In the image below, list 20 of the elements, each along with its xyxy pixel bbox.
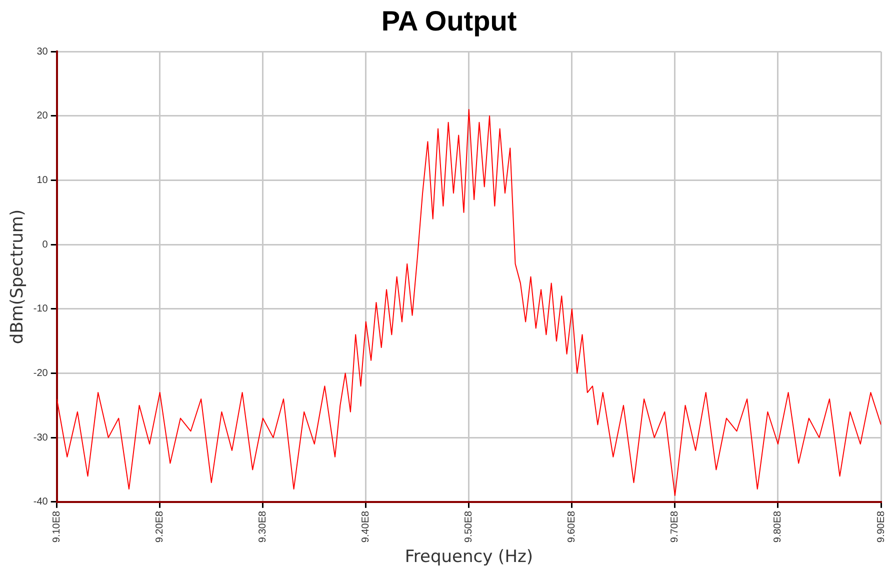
y-tick-label: 30 [36, 46, 48, 58]
y-tick-label: -40 [33, 496, 48, 508]
x-tick-label: 9.50E8 [464, 510, 475, 543]
x-tick-label: 9.90E8 [876, 510, 887, 543]
y-tick-label: -20 [33, 368, 48, 379]
y-axis-title: dBm(Spectrum) [8, 209, 28, 344]
x-tick-label: 9.30E8 [258, 510, 269, 543]
x-tick-label: 9.60E8 [566, 510, 578, 543]
y-tick-label: -30 [33, 432, 48, 444]
y-tick-label: 10 [36, 175, 48, 186]
x-tick-label: 9.80E8 [772, 510, 784, 543]
chart-title: PA Output [381, 6, 517, 37]
y-tick-label: 0 [42, 239, 48, 250]
x-tick-label: 9.40E8 [360, 510, 372, 543]
x-tick-label: 9.70E8 [670, 510, 681, 543]
x-tick-label: 9.10E8 [52, 510, 63, 543]
y-tick-label: -10 [33, 304, 48, 315]
y-tick-label: 20 [36, 110, 48, 122]
x-axis-title: Frequency (Hz) [404, 547, 534, 568]
x-tick-label: 9.20E8 [154, 510, 166, 543]
